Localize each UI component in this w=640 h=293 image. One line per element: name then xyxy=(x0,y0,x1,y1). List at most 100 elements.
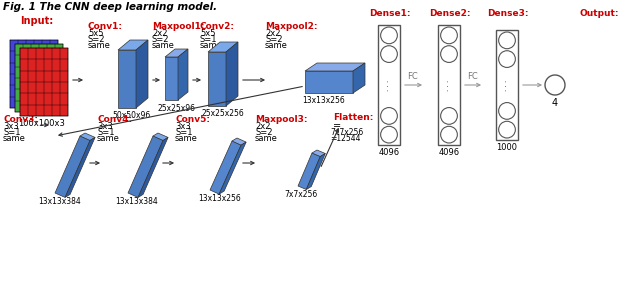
Circle shape xyxy=(381,108,397,124)
Circle shape xyxy=(381,46,397,62)
Text: 3x3: 3x3 xyxy=(97,122,113,131)
Text: Maxpool3:: Maxpool3: xyxy=(255,115,307,124)
Text: Dense1:: Dense1: xyxy=(369,9,411,18)
Text: Output:: Output: xyxy=(580,9,620,18)
Text: Dense2:: Dense2: xyxy=(429,9,471,18)
Circle shape xyxy=(440,108,458,124)
Text: 3x3: 3x3 xyxy=(3,122,19,131)
Text: 5x5: 5x5 xyxy=(200,29,216,38)
Polygon shape xyxy=(153,133,168,140)
Text: S=2: S=2 xyxy=(255,128,273,137)
Text: FC: FC xyxy=(468,72,478,81)
Polygon shape xyxy=(307,154,325,190)
Text: Maxpool1:: Maxpool1: xyxy=(152,22,205,31)
Text: S=1: S=1 xyxy=(3,128,20,137)
Circle shape xyxy=(381,126,397,143)
Text: Flatten:: Flatten: xyxy=(333,113,373,122)
Text: Conv3:: Conv3: xyxy=(3,115,38,124)
Text: 4: 4 xyxy=(552,98,558,108)
Text: same: same xyxy=(152,41,175,50)
Text: S=1: S=1 xyxy=(97,128,115,137)
Polygon shape xyxy=(232,138,246,145)
Text: Input:: Input: xyxy=(20,16,53,26)
Text: 13x13x256: 13x13x256 xyxy=(302,96,345,105)
Text: 4096: 4096 xyxy=(438,148,460,157)
Text: S=2: S=2 xyxy=(88,35,106,44)
Text: 3x3: 3x3 xyxy=(175,122,191,131)
Polygon shape xyxy=(178,49,188,100)
FancyBboxPatch shape xyxy=(378,25,400,145)
Circle shape xyxy=(499,121,515,138)
Text: · · ·: · · · xyxy=(386,79,392,91)
Text: 13x13x384: 13x13x384 xyxy=(38,197,81,206)
Text: Conv2:: Conv2: xyxy=(200,22,235,31)
Text: =12544: =12544 xyxy=(330,134,360,143)
Text: · · ·: · · · xyxy=(446,79,452,91)
Circle shape xyxy=(545,75,565,95)
FancyBboxPatch shape xyxy=(438,25,460,145)
Text: 100x100x3: 100x100x3 xyxy=(18,119,65,128)
Polygon shape xyxy=(208,42,238,52)
Text: Conv1:: Conv1: xyxy=(88,22,123,31)
Text: · · ·: · · · xyxy=(504,79,510,91)
Text: same: same xyxy=(265,41,288,50)
Text: same: same xyxy=(255,134,278,143)
Polygon shape xyxy=(118,50,136,108)
Circle shape xyxy=(381,27,397,44)
Text: Conv5:: Conv5: xyxy=(175,115,210,124)
Text: 1000: 1000 xyxy=(497,143,518,152)
Polygon shape xyxy=(305,71,353,93)
Polygon shape xyxy=(55,136,90,197)
Polygon shape xyxy=(118,40,148,50)
Text: same: same xyxy=(97,134,120,143)
Text: 2x2: 2x2 xyxy=(152,29,168,38)
Circle shape xyxy=(499,103,515,119)
Polygon shape xyxy=(305,63,365,71)
Circle shape xyxy=(440,126,458,143)
Polygon shape xyxy=(210,141,241,194)
Polygon shape xyxy=(20,48,68,116)
Text: FC: FC xyxy=(408,72,419,81)
FancyBboxPatch shape xyxy=(496,30,518,140)
Text: 5x5: 5x5 xyxy=(88,29,104,38)
Text: 25x25x96: 25x25x96 xyxy=(158,104,196,113)
Circle shape xyxy=(499,51,515,67)
Text: 4096: 4096 xyxy=(378,148,399,157)
Text: Fig. 1 The CNN deep learning model.: Fig. 1 The CNN deep learning model. xyxy=(3,2,217,12)
Polygon shape xyxy=(298,153,320,190)
Polygon shape xyxy=(15,44,63,112)
Text: same: same xyxy=(200,41,223,50)
Text: same: same xyxy=(88,41,111,50)
Polygon shape xyxy=(312,150,325,156)
Text: same: same xyxy=(175,134,198,143)
Text: 50x50x96: 50x50x96 xyxy=(112,111,150,120)
Polygon shape xyxy=(80,133,95,140)
Polygon shape xyxy=(219,142,246,194)
Polygon shape xyxy=(165,57,178,100)
Text: 13x13x256: 13x13x256 xyxy=(198,194,241,203)
Text: S=1: S=1 xyxy=(200,35,218,44)
Polygon shape xyxy=(138,137,168,197)
Text: S=1: S=1 xyxy=(175,128,193,137)
Text: 2x2: 2x2 xyxy=(265,29,280,38)
Text: Conv4:: Conv4: xyxy=(97,115,132,124)
Polygon shape xyxy=(136,40,148,108)
Text: 13x13x384: 13x13x384 xyxy=(115,197,157,206)
Polygon shape xyxy=(226,42,238,106)
Text: S=2: S=2 xyxy=(265,35,282,44)
Text: Maxpool2:: Maxpool2: xyxy=(265,22,317,31)
Circle shape xyxy=(440,46,458,62)
Text: Dense3:: Dense3: xyxy=(487,9,529,18)
Polygon shape xyxy=(165,49,188,57)
Polygon shape xyxy=(65,137,95,197)
Text: 25x25x256: 25x25x256 xyxy=(202,109,244,118)
Circle shape xyxy=(440,27,458,44)
Circle shape xyxy=(499,32,515,49)
Text: 7x7x256: 7x7x256 xyxy=(330,128,364,137)
Polygon shape xyxy=(128,136,163,197)
Text: 2x2: 2x2 xyxy=(255,122,271,131)
Polygon shape xyxy=(10,40,58,108)
Text: S=2: S=2 xyxy=(152,35,170,44)
Text: same: same xyxy=(3,134,26,143)
Polygon shape xyxy=(353,63,365,93)
